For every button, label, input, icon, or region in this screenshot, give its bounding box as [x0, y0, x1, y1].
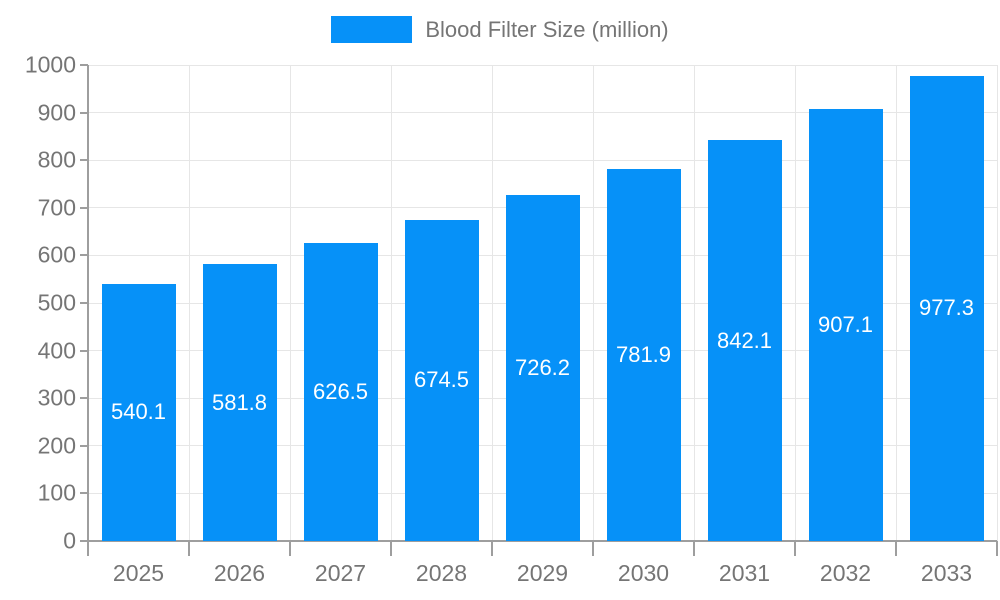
y-axis-tick — [80, 349, 88, 352]
legend-label: Blood Filter Size (million) — [425, 16, 669, 42]
y-axis-tick — [80, 64, 88, 66]
x-axis-tick-label: 2030 — [617, 560, 670, 586]
x-axis-tick — [592, 541, 594, 556]
y-axis-line — [87, 65, 89, 541]
x-axis-tick — [491, 541, 493, 556]
y-axis-tick-label: 600 — [37, 241, 76, 268]
x-axis-tick — [289, 541, 291, 556]
y-axis-tick — [80, 111, 88, 114]
y-axis-tick-label: 0 — [63, 527, 76, 554]
legend[interactable]: Blood Filter Size (million) — [0, 16, 1000, 43]
gridline-vertical — [592, 65, 594, 541]
bar — [909, 75, 984, 541]
gridline-horizontal — [88, 159, 997, 161]
gridline-vertical — [693, 65, 695, 541]
x-axis-line — [88, 540, 997, 542]
bar — [202, 264, 277, 541]
bar-value-label: 626.5 — [312, 378, 369, 404]
x-axis-tick-label: 2033 — [920, 560, 973, 586]
y-axis-tick — [80, 492, 88, 495]
bar-value-label: 907.1 — [817, 312, 874, 338]
x-axis-tick — [794, 541, 796, 556]
bar-value-label: 781.9 — [615, 341, 672, 367]
y-axis-tick-label: 800 — [37, 146, 76, 173]
bar — [303, 242, 378, 541]
gridline-vertical — [794, 65, 796, 541]
bar-value-label: 977.3 — [918, 295, 975, 321]
y-axis-tick — [80, 540, 88, 542]
x-axis-tick — [87, 541, 89, 556]
bar-value-label: 674.5 — [413, 367, 470, 393]
gridline-vertical — [188, 65, 190, 541]
bar — [808, 109, 883, 541]
x-axis-tick — [996, 541, 998, 556]
y-axis-tick — [80, 254, 88, 257]
bar — [404, 219, 479, 541]
gridline-vertical — [289, 65, 291, 541]
gridline-vertical — [491, 65, 493, 541]
y-axis-tick-label: 400 — [37, 337, 76, 364]
x-axis-tick — [390, 541, 392, 556]
x-axis-tick-label: 2028 — [415, 560, 468, 586]
gridline-vertical — [390, 65, 392, 541]
x-axis-tick — [693, 541, 695, 556]
bar — [707, 140, 782, 541]
y-axis-tick-label: 1000 — [24, 51, 76, 78]
bar-value-label: 540.1 — [110, 399, 167, 425]
bar — [101, 283, 176, 541]
bar — [606, 168, 681, 541]
gridline-vertical — [895, 65, 897, 541]
bar-value-label: 581.8 — [211, 389, 268, 415]
x-axis-tick-label: 2031 — [718, 560, 771, 586]
x-axis-tick — [895, 541, 897, 556]
y-axis-tick-label: 200 — [37, 432, 76, 459]
bar-value-label: 842.1 — [716, 327, 773, 353]
bar-value-label: 726.2 — [514, 355, 571, 381]
y-axis-tick-label: 700 — [37, 194, 76, 221]
y-axis-tick — [80, 206, 88, 209]
bar — [505, 195, 580, 541]
x-axis-tick-label: 2029 — [516, 560, 569, 586]
y-axis-tick-label: 100 — [37, 479, 76, 506]
y-axis-tick — [80, 397, 88, 400]
y-axis-tick — [80, 444, 88, 447]
gridline-horizontal — [88, 64, 997, 66]
y-axis-tick-label: 500 — [37, 289, 76, 316]
y-axis-tick — [80, 302, 88, 304]
x-axis-tick-label: 2027 — [314, 560, 367, 586]
gridline-vertical — [996, 65, 998, 541]
x-axis-tick-label: 2026 — [213, 560, 266, 586]
y-axis-tick-label: 300 — [37, 384, 76, 411]
y-axis-tick — [80, 159, 88, 162]
legend-swatch-icon — [331, 16, 413, 43]
x-axis-tick — [188, 541, 190, 556]
gridline-horizontal — [88, 112, 997, 114]
x-axis-tick-label: 2025 — [112, 560, 165, 586]
x-axis-tick-label: 2032 — [819, 560, 872, 586]
y-axis-tick-label: 900 — [37, 99, 76, 126]
